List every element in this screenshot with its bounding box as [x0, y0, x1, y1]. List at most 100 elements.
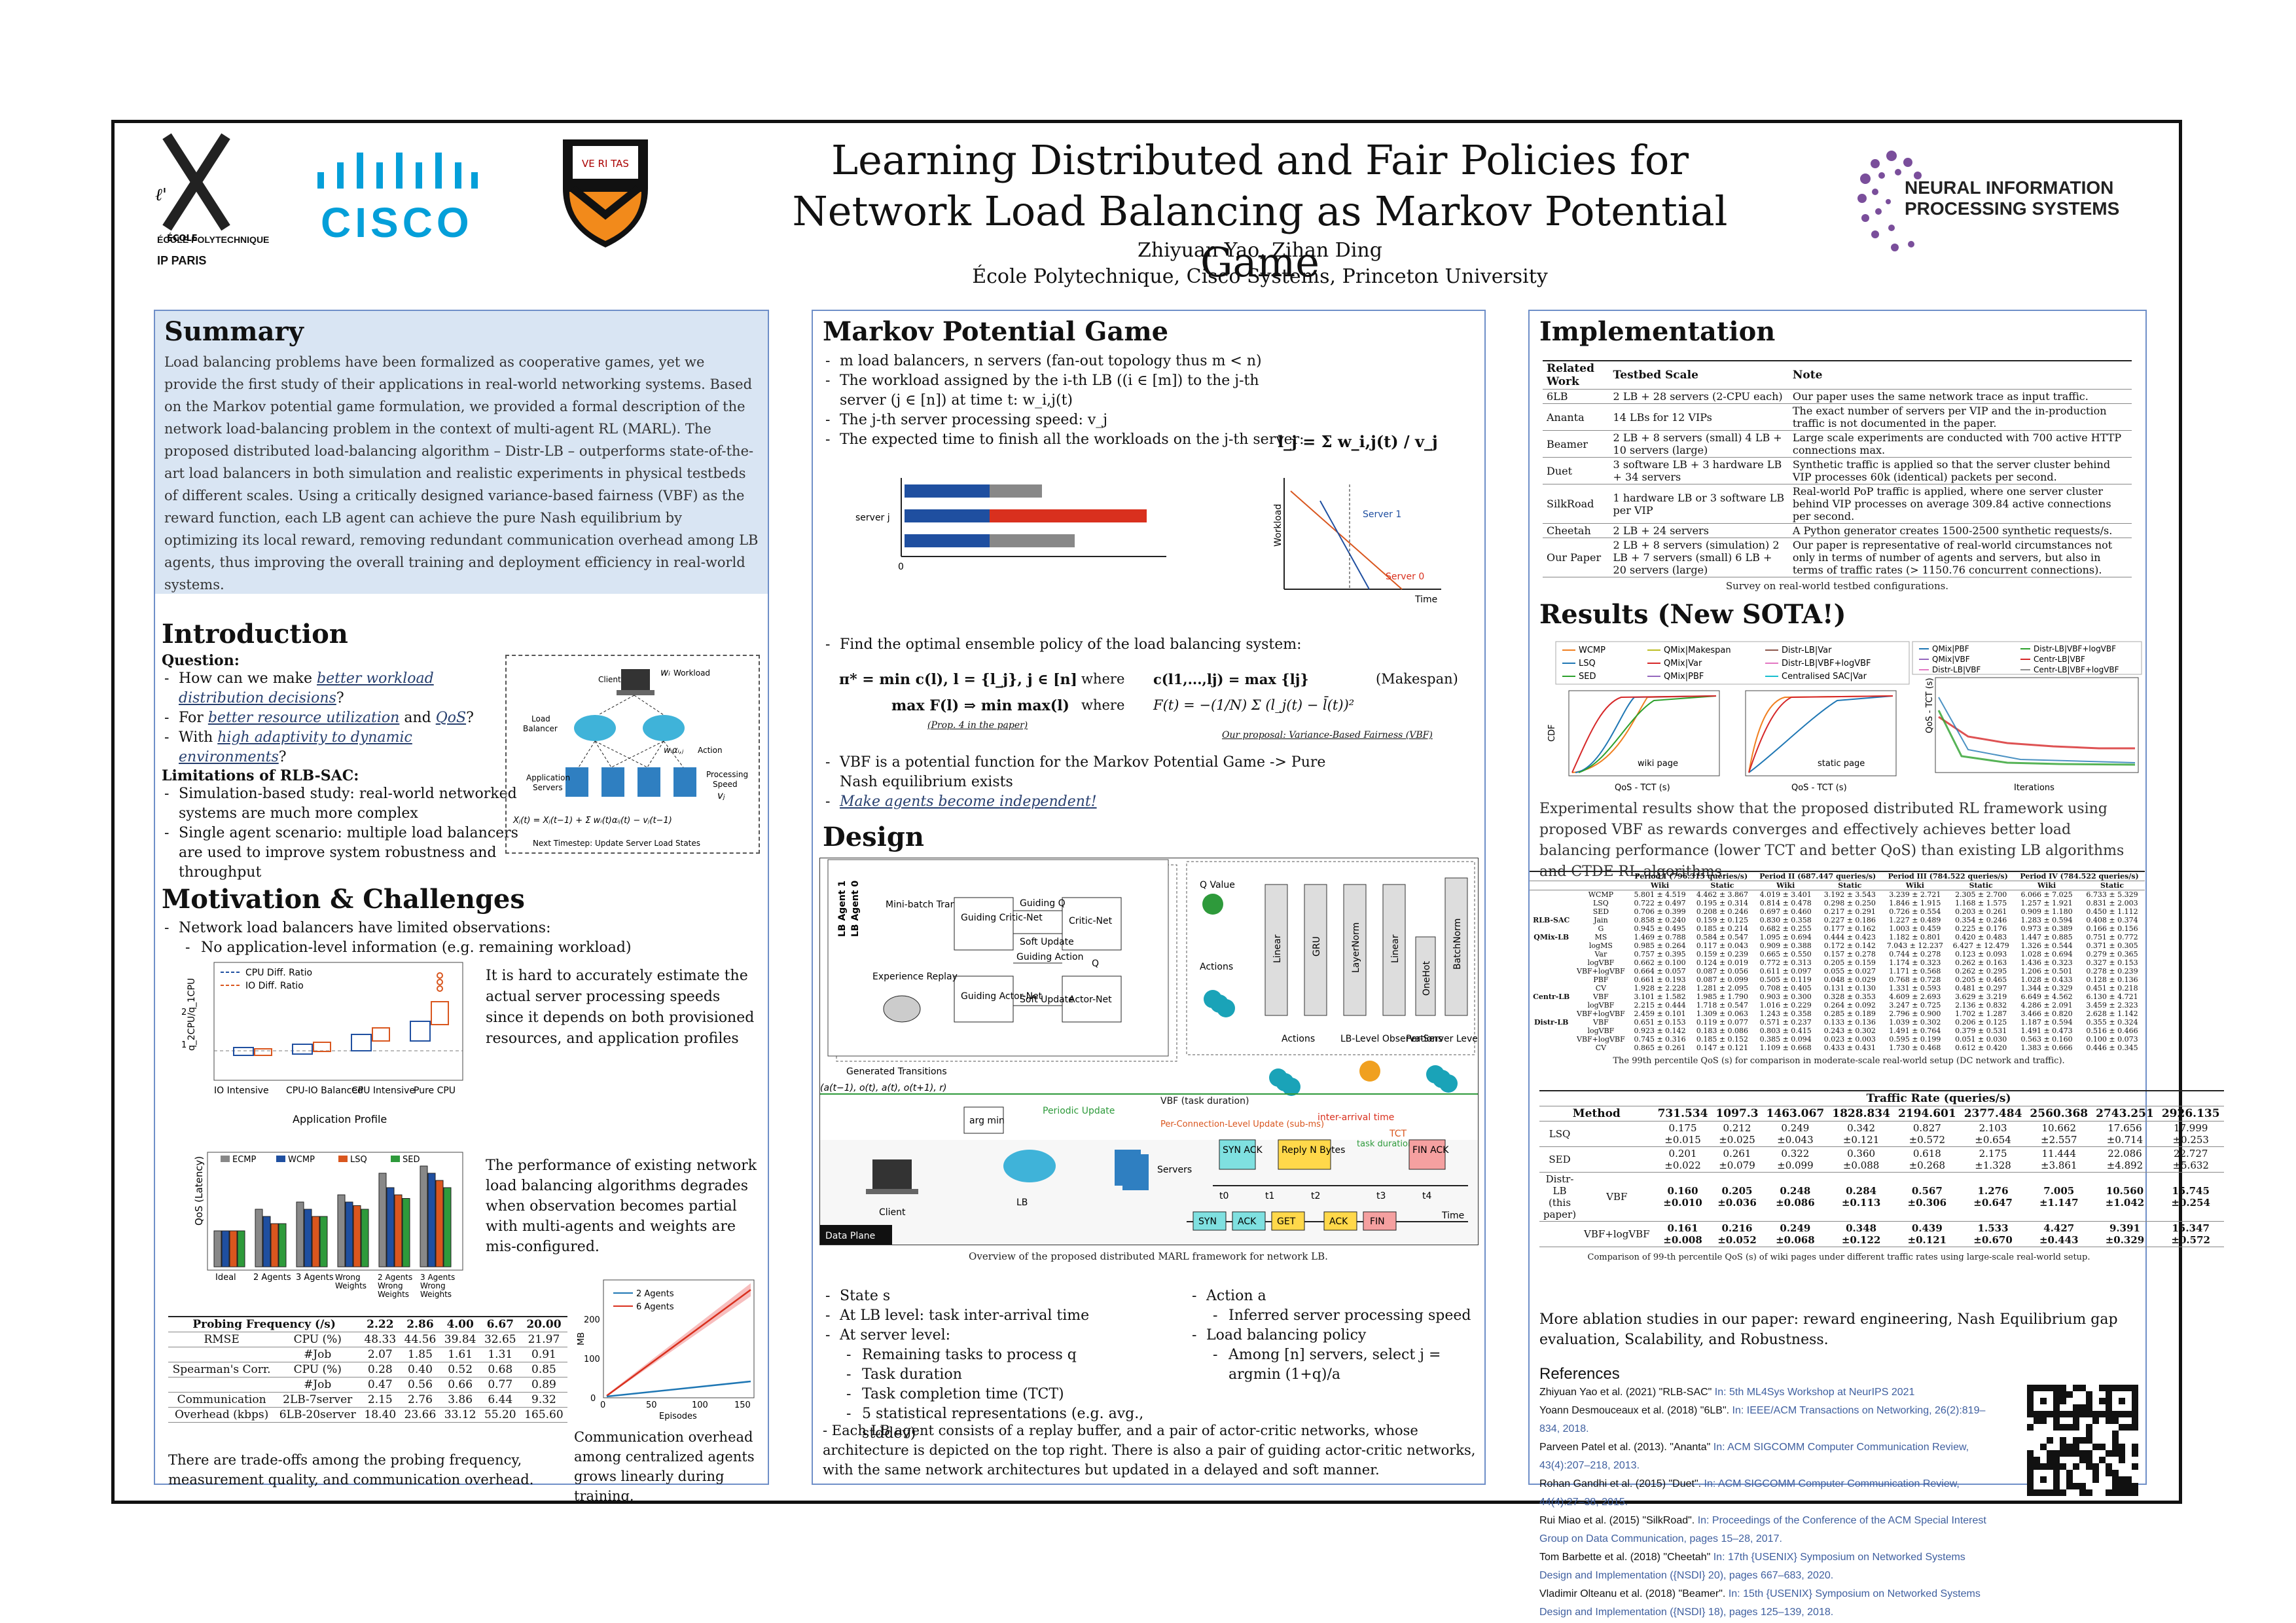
princeton-logo: VE RI TAS — [560, 136, 651, 253]
impl-heading: Implementation — [1539, 316, 1776, 347]
svg-text:Q Value: Q Value — [1200, 880, 1235, 890]
poster: ℓ' ÉCOLE ÉCOLE POLYTECHNIQUE IP PARIS CI… — [111, 120, 2224, 1618]
qos-bar — [237, 1230, 245, 1267]
reference-item: Rohan Gandhi et al. (2015) "Duet". In: A… — [1539, 1478, 1960, 1508]
iter-legend: QMix|PBF QMix|VBF Distr-LB|VBF Distr-LB|… — [1919, 644, 2119, 674]
summary-section: Summary Load balancing problems have bee… — [155, 311, 768, 594]
qr-code[interactable] — [2027, 1385, 2138, 1496]
svg-text:BatchNorm: BatchNorm — [1452, 919, 1463, 970]
svg-text:MB: MB — [577, 1332, 586, 1345]
svg-text:Data Plane: Data Plane — [825, 1231, 875, 1241]
svg-text:q_2CPU/q_1CPU: q_2CPU/q_1CPU — [187, 978, 197, 1051]
svg-text:Guiding Actor-Net: Guiding Actor-Net — [961, 991, 1043, 1002]
svg-text:Weights: Weights — [378, 1290, 409, 1299]
motivation-bullet-2: No application-level information (e.g. r… — [162, 938, 764, 958]
svg-text:Application: Application — [526, 773, 570, 782]
intro-q1: How can we make better workload distribu… — [162, 669, 522, 708]
design-figure: LB Agent 1 LB Agent 0 Mini-batch Transit… — [819, 858, 1544, 1245]
svg-text:QoS - TCT (s): QoS - TCT (s) — [1925, 678, 1935, 733]
design-heading: Design — [823, 822, 924, 852]
results-row: logMS 0.985 ± 0.264 0.117 ± 0.043 0.909 ± 0… — [1588, 941, 2138, 950]
svg-text:VBF (task duration): VBF (task duration) — [1160, 1096, 1249, 1106]
eq-lj: l_j = Σ w_i,j(t) / v_j — [1278, 432, 1438, 451]
svg-text:6 Agents: 6 Agents — [636, 1302, 674, 1312]
qos-bar — [443, 1187, 452, 1267]
mpg-bullet-6: VBF is a potential function for the Mark… — [823, 753, 1333, 792]
cdf-curves — [1571, 695, 1893, 773]
mpg-figure: server j 0 Workload Time Server 1 Server… — [852, 471, 1441, 629]
svg-text:Guiding Critic-Net: Guiding Critic-Net — [961, 913, 1043, 923]
qos-bar — [394, 1194, 403, 1267]
results-row: PBF 0.661 ± 0.193 0.087 ± 0.099 0.505 ± 0.1… — [1593, 976, 2138, 984]
svg-text:inter-arrival time: inter-arrival time — [1318, 1112, 1394, 1123]
svg-text:ℓ': ℓ' — [155, 185, 167, 205]
motivation-text-4: Communication overhead among centralized… — [574, 1429, 755, 1504]
box-series-cpu — [233, 1021, 431, 1056]
results-row: G 0.945 ± 0.495 0.185 ± 0.214 0.682 ± 0.255… — [1598, 924, 2138, 933]
svg-text:LB Agent 0: LB Agent 0 — [850, 881, 861, 937]
svg-text:ECMP: ECMP — [232, 1155, 257, 1165]
intro-fig-caption: Next Timestep: Update Server Load States — [533, 839, 700, 848]
poster-title: Learning Distributed and Fair Policies f… — [792, 136, 1728, 286]
svg-text:2 Agents: 2 Agents — [636, 1289, 674, 1299]
summary-text: Load balancing problems have been formal… — [164, 354, 759, 593]
svg-text:Servers: Servers — [533, 783, 563, 792]
results-text: Experimental results show that the propo… — [1539, 801, 2125, 880]
intro-question-label: Question: — [162, 652, 240, 669]
qos-bar — [386, 1187, 395, 1267]
svg-text:Balancer: Balancer — [523, 724, 558, 733]
limitations-label: Limitations of RLB-SAC: — [162, 767, 359, 784]
svg-text:CDF: CDF — [1547, 724, 1557, 742]
motivation-bullet-1: Network load balancers have limited obse… — [162, 919, 764, 938]
mpg-equations: π* = min c(l), l = {l_j}, j ∈ [n] where … — [839, 671, 1458, 740]
ipparis-logo: IP PARIS — [157, 254, 207, 267]
svg-text:Iterations: Iterations — [2014, 783, 2054, 793]
results-row: logVBF 0.662 ± 0.100 0.124 ± 0.019 0.772 ± … — [1587, 958, 2138, 967]
probe-row: Spearman's Corr. CPU (%) 0.28 0.40 0.52 0.68 0… — [168, 1362, 567, 1377]
qos-bar — [296, 1201, 304, 1267]
qos-bar — [402, 1198, 410, 1267]
svg-text:Xⱼ(t) = Xⱼ(t−1) + Σ wᵢ(t)αᵢⱼ(t: Xⱼ(t) = Xⱼ(t−1) + Σ wᵢ(t)αᵢⱼ(t) − vⱼ(t−1… — [512, 816, 672, 826]
box-x-0: IO Intensive — [214, 1085, 269, 1096]
svg-text:Reply N Bytes: Reply N Bytes — [1282, 1145, 1345, 1156]
svg-text:200: 200 — [584, 1315, 600, 1325]
svg-text:Processing: Processing — [706, 770, 748, 779]
motivation-text-3: There are trade-offs among the probing f… — [168, 1452, 534, 1487]
mpg-bullet-1: m load balancers, n servers (fan-out top… — [823, 352, 1477, 371]
svg-text:OneHot: OneHot — [1422, 960, 1432, 996]
svg-text:LSQ: LSQ — [1579, 659, 1596, 668]
svg-text:3 Agents: 3 Agents — [296, 1273, 334, 1283]
svg-text:QoS - TCT (s): QoS - TCT (s) — [1615, 783, 1670, 793]
intro-heading: Introduction — [162, 619, 348, 649]
qos-bar — [427, 1173, 436, 1267]
mpg-bullet-4: The expected time to finish all the work… — [823, 430, 1477, 450]
svg-text:FIN ACK: FIN ACK — [1412, 1145, 1449, 1156]
svg-text:Guiding Action: Guiding Action — [1016, 952, 1083, 962]
traffic-row: Distr-LB (this paper) VBF 0.160 ±0.010 0.20… — [1539, 1172, 2224, 1222]
svg-text:Centr-LB|VBF: Centr-LB|VBF — [2034, 655, 2085, 664]
svg-text:Server 0: Server 0 — [1386, 572, 1424, 582]
svg-text:LB: LB — [1016, 1197, 1028, 1208]
qos-bar — [361, 1209, 369, 1267]
svg-text:Q: Q — [1092, 958, 1099, 969]
svg-text:Per-Connection-Level Update (s: Per-Connection-Level Update (sub-ms) — [1160, 1120, 1324, 1129]
mpg-bullet-2: The workload assigned by the i-th LB ((i… — [823, 371, 1285, 410]
svg-text:QoS - TCT (s): QoS - TCT (s) — [1791, 783, 1847, 793]
results-row: CV 0.865 ± 0.261 0.147 ± 0.121 1.109 ± 0.66… — [1595, 1044, 2138, 1052]
mpg-heading: Markov Potential Game — [823, 316, 1169, 347]
svg-text:wiki page: wiki page — [1638, 759, 1678, 769]
svg-text:Load: Load — [531, 714, 550, 723]
svg-text:2 Agents: 2 Agents — [378, 1273, 412, 1282]
traffic-caption: Comparison of 99-th percentile QoS (s) o… — [1587, 1252, 2090, 1262]
svg-text:t3: t3 — [1376, 1191, 1386, 1201]
results-row: logVBF 0.923 ± 0.142 0.183 ± 0.086 0.803 ± … — [1587, 1027, 2138, 1035]
svg-text:Distr-LB|Var: Distr-LB|Var — [1782, 646, 1832, 655]
qos-bar — [337, 1194, 346, 1267]
results-row: logVBF 2.215 ± 0.444 1.718 ± 0.547 1.016 ± … — [1587, 1001, 2138, 1010]
svg-text:LB-Level Observations: LB-Level Observations — [1340, 1034, 1443, 1044]
qos-bar — [221, 1230, 230, 1267]
overhead-line-2agents — [606, 1380, 751, 1398]
svg-text:Wrong: Wrong — [335, 1273, 361, 1282]
svg-text:Linear: Linear — [1390, 934, 1401, 963]
qos-bars — [213, 1165, 452, 1267]
